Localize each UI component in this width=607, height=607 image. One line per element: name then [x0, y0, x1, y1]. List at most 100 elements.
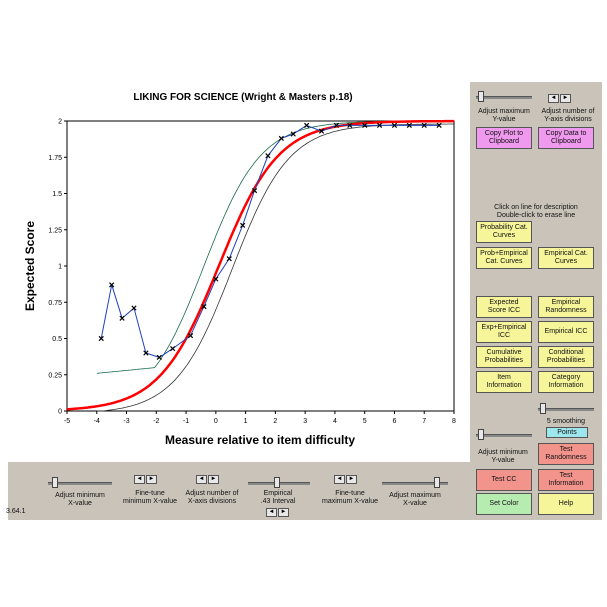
empirical-point-marker	[201, 303, 207, 310]
empirical-right-button[interactable]: ►	[278, 508, 289, 517]
control-panel: Adjust maximum Y-value ◄ ► Adjust number…	[470, 82, 602, 520]
x-tick-label: -3	[123, 418, 129, 425]
x-tick-label: 1	[244, 418, 248, 425]
x-tick-label: 7	[422, 418, 426, 425]
x-axis-label: Measure relative to item difficulty	[165, 433, 355, 447]
x-tick-label: -1	[183, 418, 189, 425]
plot-frame	[66, 120, 455, 412]
x-tick-label: -4	[94, 418, 100, 425]
x-tick-label: 5	[363, 418, 367, 425]
version-label: 3.64.1	[6, 508, 26, 515]
probability-cat-curves-button[interactable]: Probability Cat. Curves	[476, 221, 532, 243]
y-tick-label: 1.75	[48, 155, 62, 162]
empirical-point-marker	[362, 122, 368, 128]
y-tick-label: 0	[58, 409, 62, 416]
empirical-point-marker	[318, 128, 325, 134]
chart-svg[interactable]: LIKING FOR SCIENCE (Wright & Masters p.1…	[8, 78, 470, 462]
min-y-slider-track[interactable]	[476, 434, 532, 437]
empirical-left-button[interactable]: ◄	[266, 508, 277, 517]
empirical-icc-button[interactable]: Empirical ICC	[538, 321, 594, 343]
max-x-slider-track[interactable]	[382, 482, 448, 485]
copy-plot-button[interactable]: Copy Plot to Clipboard	[476, 127, 532, 149]
empirical-point-marker	[290, 131, 296, 137]
x-tick-label: 0	[214, 418, 218, 425]
empirical-point-marker	[376, 122, 383, 128]
empirical-point-marker	[347, 122, 353, 128]
empirical-point-marker	[98, 335, 104, 342]
y-tick-label: 0.75	[48, 300, 62, 307]
empirical-point-marker	[187, 332, 194, 339]
min-x-slider-thumb[interactable]	[52, 477, 58, 488]
empirical-point-marker	[278, 135, 284, 142]
expected-score-icc-button[interactable]: Expected Score ICC	[476, 296, 532, 318]
item-information-button[interactable]: Item Information	[476, 371, 532, 393]
plot-area[interactable]: LIKING FOR SCIENCE (Wright & Masters p.1…	[8, 78, 470, 462]
cumulative-probabilities-button[interactable]: Cumulative Probabilities	[476, 346, 532, 368]
empirical-point-marker	[143, 350, 149, 356]
y-tick-label: 0.5	[52, 336, 62, 343]
empirical-point-marker	[109, 282, 115, 288]
points-button[interactable]: Points	[546, 427, 588, 438]
smoothing-label: 5 smoothing	[546, 418, 586, 425]
y-tick-label: 1.5	[52, 191, 62, 198]
fine-max-x-label: Fine-tune maximum X-value	[321, 490, 378, 505]
empirical-point-marker	[119, 315, 125, 321]
instructions-text: Click on line for description Double-cli…	[494, 204, 578, 219]
x-tick-label: 4	[333, 418, 337, 425]
x-div-label: Adjust number of X-axis divisions	[185, 490, 239, 505]
min-x-label: Adjust minimum X-value	[55, 492, 105, 507]
y-div-left-button[interactable]: ◄	[548, 94, 559, 103]
fine-min-x-label: Fine-tune minimum X-value	[122, 490, 178, 505]
help-button[interactable]: Help	[538, 493, 594, 515]
x-tick-label: 3	[303, 418, 307, 425]
bottom-control-bar: Adjust minimum X-value ◄ ► Fine-tune min…	[8, 462, 470, 520]
test-randomness-button[interactable]: Test Randomness	[538, 443, 594, 465]
empirical-point-marker	[265, 153, 271, 159]
fine-max-x-right-button[interactable]: ►	[346, 475, 357, 484]
category-information-button[interactable]: Category Information	[538, 371, 594, 393]
min-y-slider-thumb[interactable]	[478, 429, 484, 440]
empirical-interval-label: Empirical .43 Interval	[260, 490, 296, 505]
min-x-slider-track[interactable]	[48, 482, 112, 485]
conditional-probabilities-button[interactable]: Conditional Probabilities	[538, 346, 594, 368]
x-div-right-button[interactable]: ►	[208, 475, 219, 484]
max-x-slider-thumb[interactable]	[434, 477, 440, 488]
exp-empirical-icc-button[interactable]: Exp+Empirical ICC	[476, 321, 532, 343]
empirical-cat-curves-button[interactable]: Empirical Cat. Curves	[538, 247, 594, 269]
test-information-button[interactable]: Test Information	[538, 469, 594, 491]
max-y-slider-thumb[interactable]	[478, 91, 484, 102]
empirical-point-marker	[436, 122, 442, 128]
fine-min-x-right-button[interactable]: ►	[146, 475, 157, 484]
y-tick-label: 1.25	[48, 227, 62, 234]
x-tick-label: -5	[64, 418, 70, 425]
empirical-point-marker	[213, 276, 219, 282]
prob-empirical-cat-curves-button[interactable]: Prob+Empirical Cat. Curves	[476, 247, 532, 269]
empirical-randomness-button[interactable]: Empirical Randomness	[538, 296, 594, 318]
empirical-slider-thumb[interactable]	[274, 477, 280, 488]
min-y-label: Adjust minimum Y-value	[478, 449, 528, 464]
empirical-point-marker	[226, 256, 232, 262]
smoothing-slider-thumb[interactable]	[540, 403, 546, 414]
x-tick-label: -2	[153, 418, 159, 425]
empirical-point-marker	[251, 187, 258, 194]
x-div-left-button[interactable]: ◄	[196, 475, 207, 484]
empirical-point-marker	[421, 122, 427, 128]
empirical-point-marker	[391, 122, 398, 128]
y-axis-label: Expected Score	[23, 221, 37, 311]
empirical-point-marker	[406, 122, 412, 128]
copy-data-button[interactable]: Copy Data to Clipboard	[538, 127, 594, 149]
smoothing-slider-track[interactable]	[538, 408, 594, 411]
empirical-point-marker	[333, 122, 340, 128]
fine-max-x-left-button[interactable]: ◄	[334, 475, 345, 484]
y-tick-label: 0.25	[48, 372, 62, 379]
x-tick-label: 8	[452, 418, 456, 425]
y-div-right-button[interactable]: ►	[560, 94, 571, 103]
max-y-label: Adjust maximum Y-value	[478, 108, 530, 123]
set-color-button[interactable]: Set Color	[476, 493, 532, 515]
max-y-slider-track[interactable]	[476, 96, 532, 99]
empirical-point-marker	[156, 354, 162, 360]
empirical-point-marker	[131, 305, 137, 311]
y-tick-label: 2	[58, 119, 62, 126]
fine-min-x-left-button[interactable]: ◄	[134, 475, 145, 484]
test-cc-button[interactable]: Test CC	[476, 469, 532, 491]
